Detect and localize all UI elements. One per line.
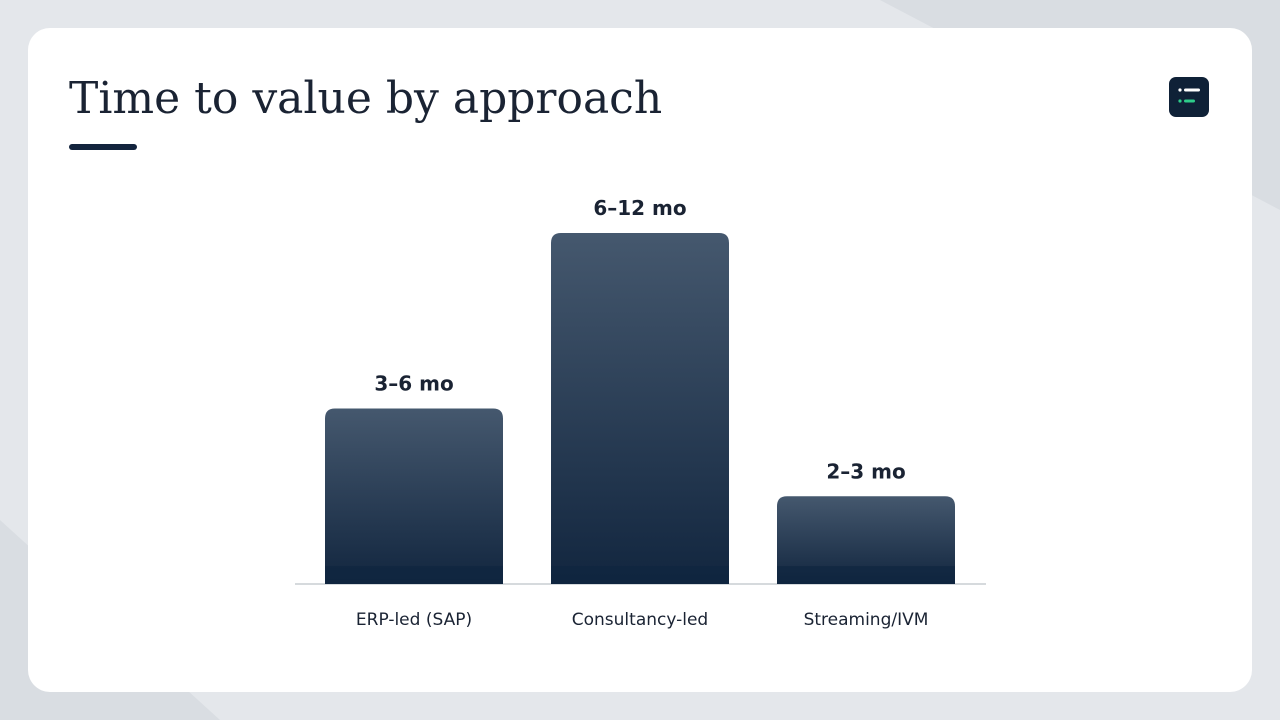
bar [551, 233, 729, 584]
bar-base-shade [777, 566, 955, 584]
x-tick-label: Consultancy-led [572, 610, 708, 630]
value-label: 6–12 mo [593, 196, 686, 220]
bar [325, 408, 503, 584]
value-label: 3–6 mo [374, 372, 453, 396]
x-tick-label: Streaming/IVM [804, 610, 929, 630]
bar [777, 496, 955, 584]
value-label: 2–3 mo [826, 459, 905, 483]
bar-base-shade [551, 566, 729, 584]
bar-base-shade [325, 566, 503, 584]
title-underline [69, 144, 137, 150]
logo-icon [1169, 77, 1209, 117]
chart-title: Time to value by approach [69, 73, 662, 124]
x-tick-label: ERP-led (SAP) [356, 610, 472, 630]
